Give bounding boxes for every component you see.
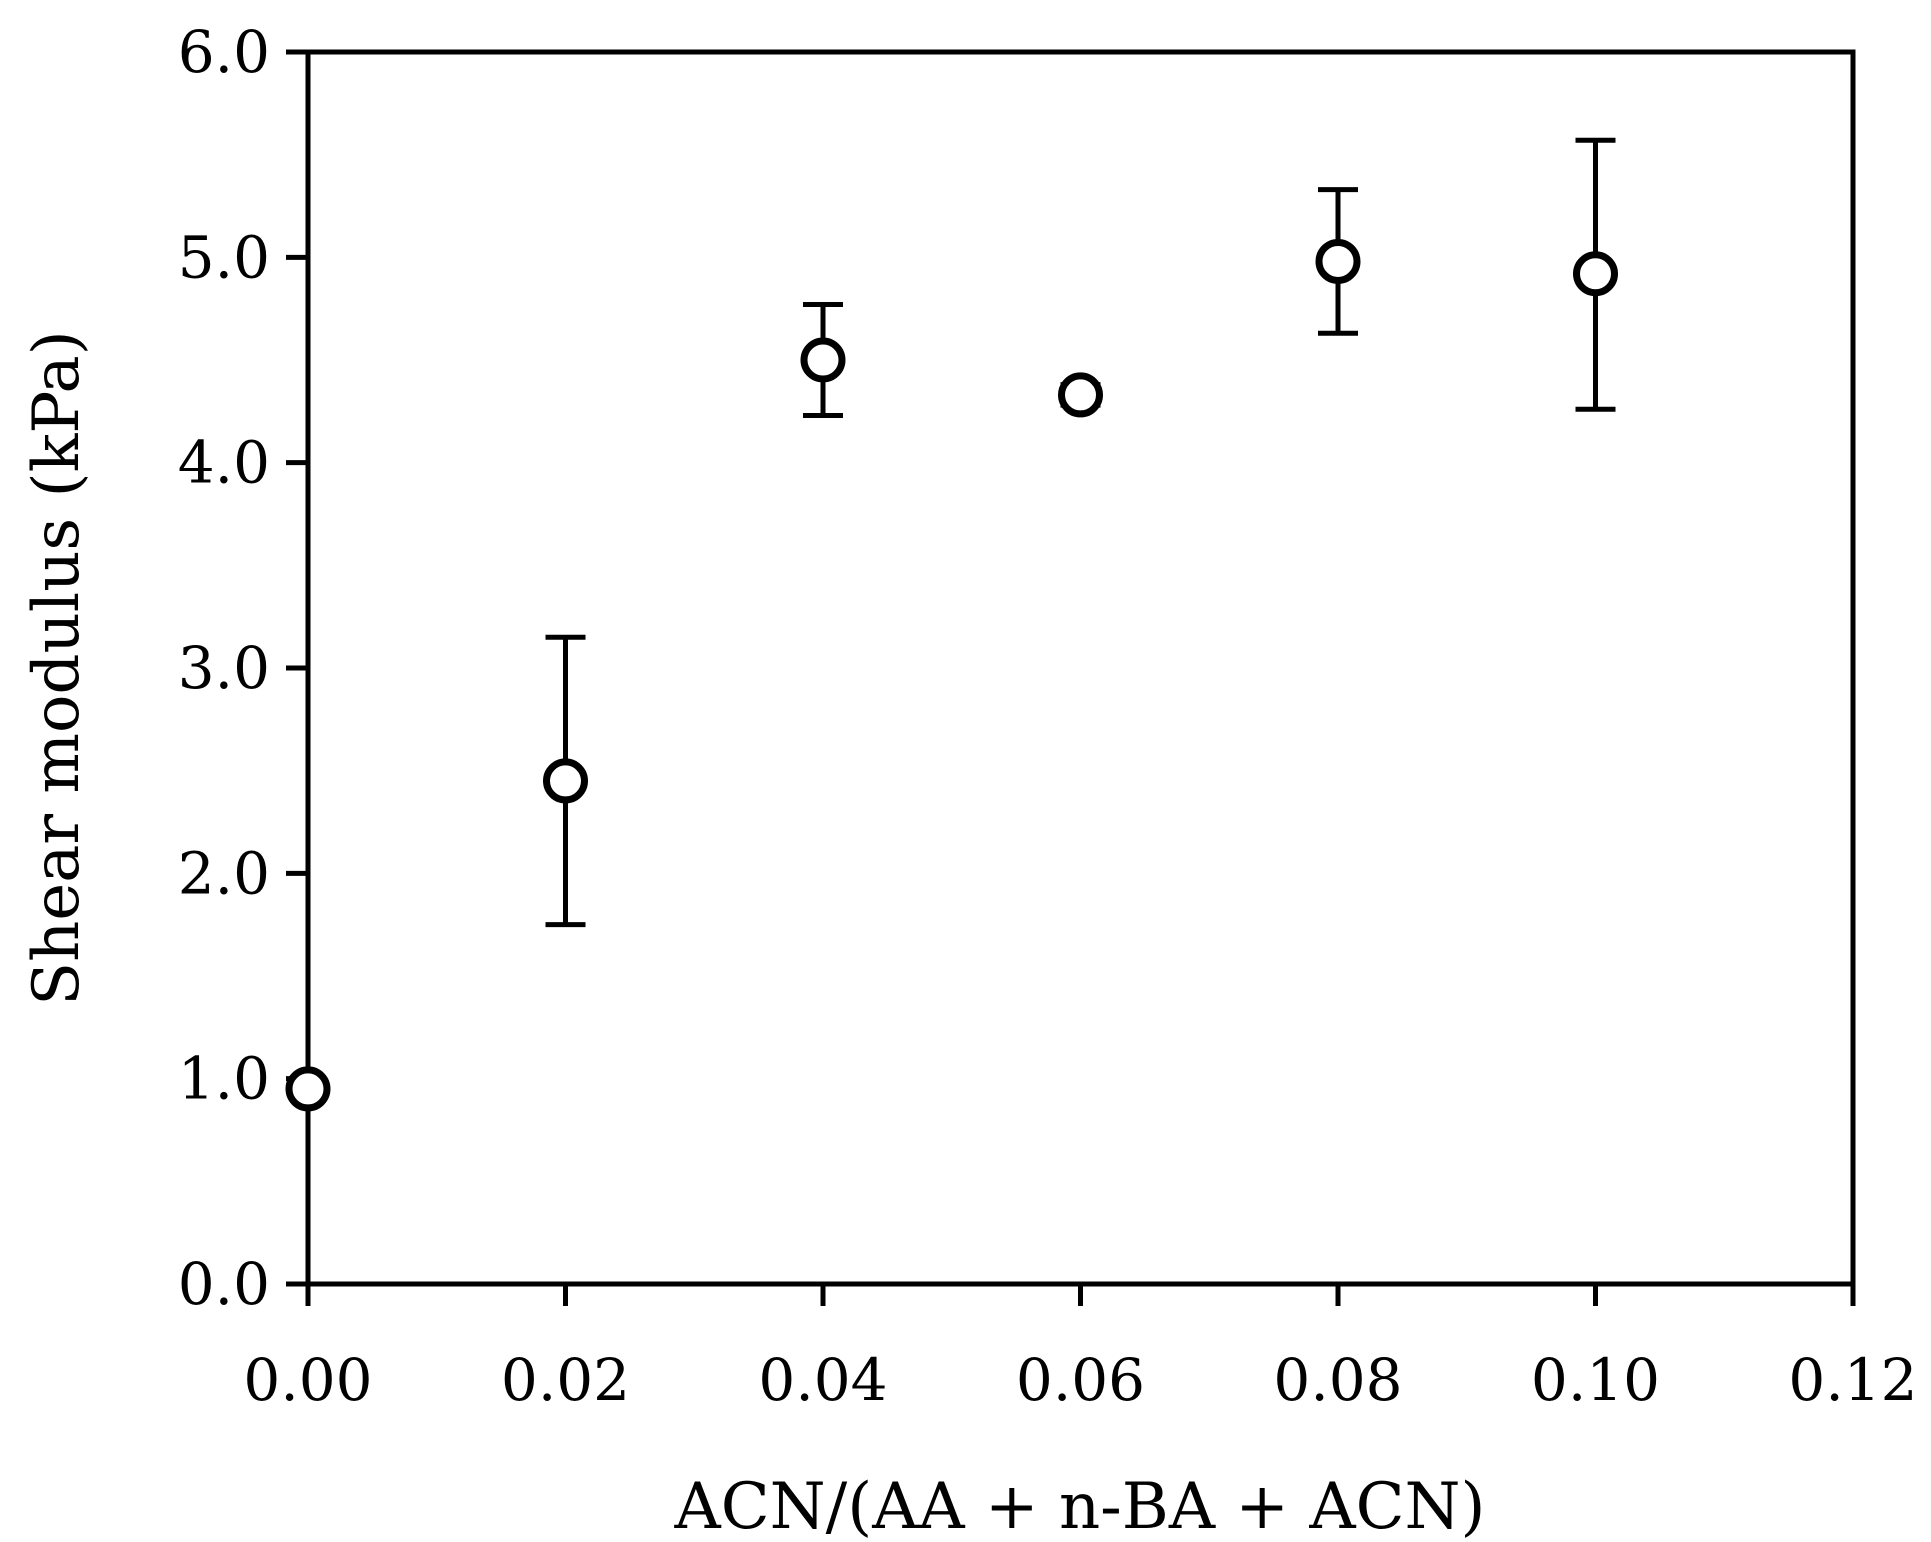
y-tick-label: 1.0 <box>178 1045 270 1113</box>
x-axis-title: ACN/(AA + n-BA + ACN) <box>673 1470 1485 1542</box>
x-tick-label: 0.10 <box>1531 1346 1660 1414</box>
y-tick-label: 2.0 <box>178 839 270 907</box>
x-tick-label: 0.06 <box>1016 1346 1145 1414</box>
y-tick-label: 4.0 <box>178 429 270 497</box>
x-tick-label: 0.02 <box>501 1346 630 1414</box>
y-tick-label: 3.0 <box>178 634 270 702</box>
y-axis-ticks: 0.0 1.0 2.0 3.0 4.0 5.0 6.0 <box>178 18 308 1318</box>
data-points <box>285 238 1618 1112</box>
data-point <box>543 758 588 804</box>
plot-area-frame <box>305 49 1856 1287</box>
data-point <box>1315 238 1361 284</box>
x-tick-label: 0.00 <box>243 1346 372 1414</box>
y-tick-label: 6.0 <box>178 18 270 86</box>
x-tick-label: 0.04 <box>758 1346 887 1414</box>
x-axis-ticks: 0.00 0.02 0.04 0.06 0.08 0.10 0.12 <box>243 1284 1918 1414</box>
y-tick-label: 0.0 <box>178 1250 270 1318</box>
y-axis-title: Shear modulus (kPa) <box>20 330 94 1005</box>
data-point <box>800 337 846 383</box>
y-tick-label: 5.0 <box>178 223 270 291</box>
error-bars <box>545 137 1616 928</box>
x-tick-label: 0.12 <box>1788 1346 1917 1414</box>
data-point <box>1058 372 1103 418</box>
data-point <box>285 1066 331 1112</box>
x-tick-label: 0.08 <box>1273 1346 1402 1414</box>
data-point <box>1573 251 1618 297</box>
